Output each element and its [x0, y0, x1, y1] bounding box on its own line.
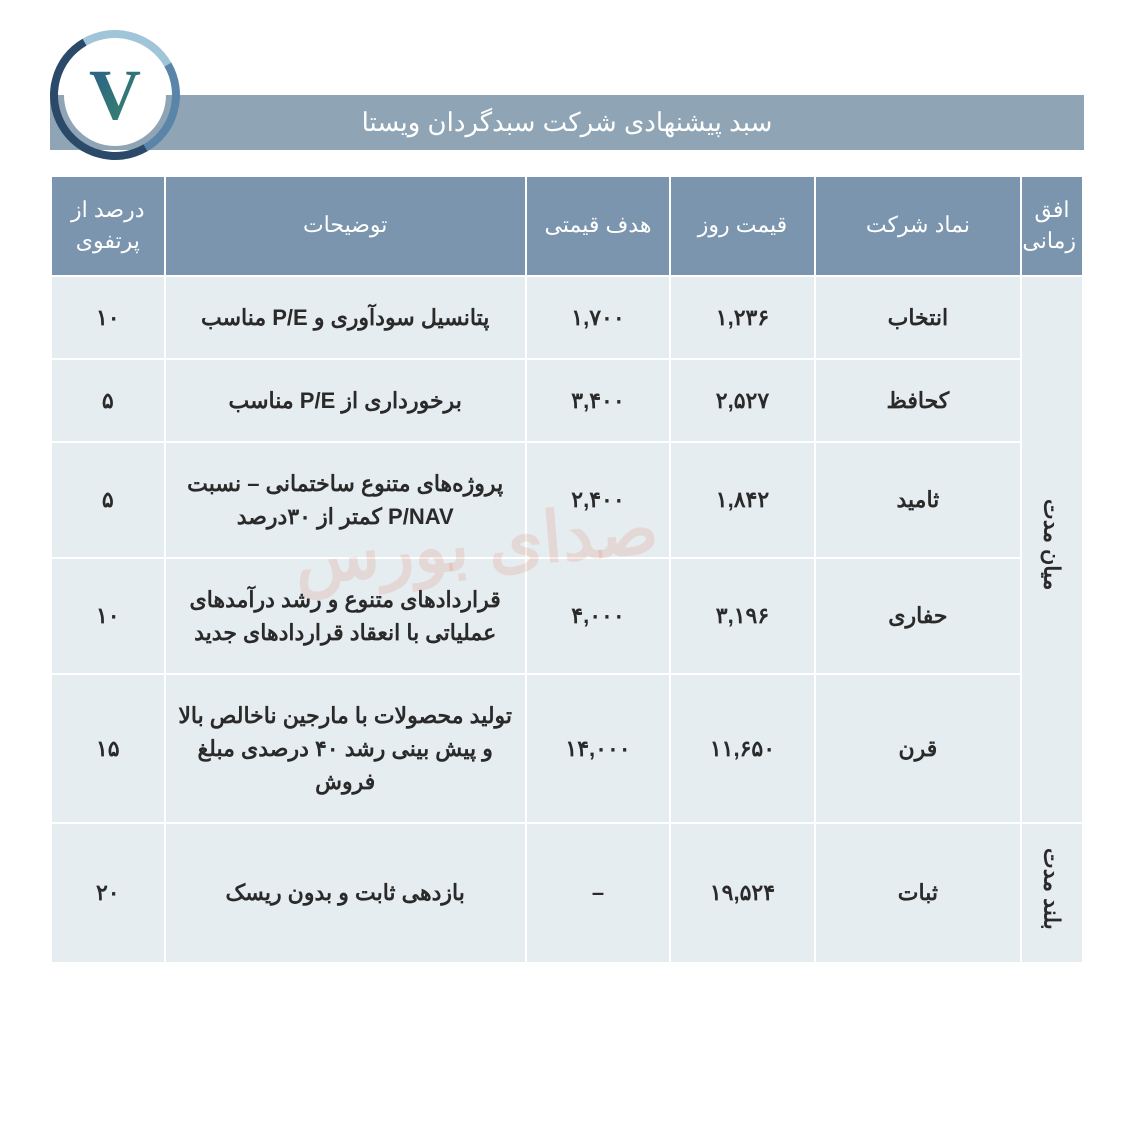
company-logo: V [50, 30, 180, 160]
description-cell: پتانسیل سودآوری و P/E مناسب [165, 276, 526, 359]
percentage-cell: ۵ [51, 359, 165, 442]
page-title: سبد پیشنهادی شرکت سبدگردان ویستا [50, 95, 1084, 150]
description-cell: بازدهی ثابت و بدون ریسک [165, 823, 526, 964]
symbol-cell: ثبات [815, 823, 1021, 964]
col-header-horizon: افق زمانی [1021, 176, 1083, 276]
table-row: بلند مدت ثبات ۱۹,۵۲۴ – بازدهی ثابت و بدو… [51, 823, 1083, 964]
symbol-cell: کحافظ [815, 359, 1021, 442]
percentage-cell: ۱۰ [51, 558, 165, 674]
table-row: قرن ۱۱,۶۵۰ ۱۴,۰۰۰ تولید محصولات با مارجی… [51, 674, 1083, 823]
table-row: حفاری ۳,۱۹۶ ۴,۰۰۰ قراردادهای متنوع و رشد… [51, 558, 1083, 674]
col-header-percentage: درصد از پرتفوی [51, 176, 165, 276]
percentage-cell: ۲۰ [51, 823, 165, 964]
percentage-cell: ۵ [51, 442, 165, 558]
price-cell: ۳,۱۹۶ [670, 558, 814, 674]
percentage-cell: ۱۰ [51, 276, 165, 359]
horizon-cell-long: بلند مدت [1021, 823, 1083, 964]
price-cell: ۲,۵۲۷ [670, 359, 814, 442]
table-row: میان مدت انتخاب ۱,۲۳۶ ۱,۷۰۰ پتانسیل سودآ… [51, 276, 1083, 359]
price-cell: ۱۱,۶۵۰ [670, 674, 814, 823]
table-row: ثامید ۱,۸۴۲ ۲,۴۰۰ پروژه‌های متنوع ساختما… [51, 442, 1083, 558]
price-cell: ۱,۸۴۲ [670, 442, 814, 558]
price-cell: ۱۹,۵۲۴ [670, 823, 814, 964]
description-cell: برخورداری از P/E مناسب [165, 359, 526, 442]
portfolio-table: افق زمانی نماد شرکت قیمت روز هدف قیمتی ت… [50, 175, 1084, 964]
table-header-row: افق زمانی نماد شرکت قیمت روز هدف قیمتی ت… [51, 176, 1083, 276]
col-header-description: توضیحات [165, 176, 526, 276]
symbol-cell: انتخاب [815, 276, 1021, 359]
symbol-cell: قرن [815, 674, 1021, 823]
target-cell: ۳,۴۰۰ [526, 359, 670, 442]
symbol-cell: ثامید [815, 442, 1021, 558]
col-header-price: قیمت روز [670, 176, 814, 276]
target-cell: ۱۴,۰۰۰ [526, 674, 670, 823]
price-cell: ۱,۲۳۶ [670, 276, 814, 359]
target-cell: – [526, 823, 670, 964]
horizon-cell-mid: میان مدت [1021, 276, 1083, 823]
col-header-symbol: نماد شرکت [815, 176, 1021, 276]
description-cell: قراردادهای متنوع و رشد درآمدهای عملیاتی … [165, 558, 526, 674]
target-cell: ۱,۷۰۰ [526, 276, 670, 359]
target-cell: ۴,۰۰۰ [526, 558, 670, 674]
symbol-cell: حفاری [815, 558, 1021, 674]
description-cell: تولید محصولات با مارجین ناخالص بالا و پی… [165, 674, 526, 823]
col-header-target: هدف قیمتی [526, 176, 670, 276]
target-cell: ۲,۴۰۰ [526, 442, 670, 558]
table-row: کحافظ ۲,۵۲۷ ۳,۴۰۰ برخورداری از P/E مناسب… [51, 359, 1083, 442]
description-cell: پروژه‌های متنوع ساختمانی – نسبت P/NAV کم… [165, 442, 526, 558]
logo-letter: V [89, 54, 141, 137]
percentage-cell: ۱۵ [51, 674, 165, 823]
